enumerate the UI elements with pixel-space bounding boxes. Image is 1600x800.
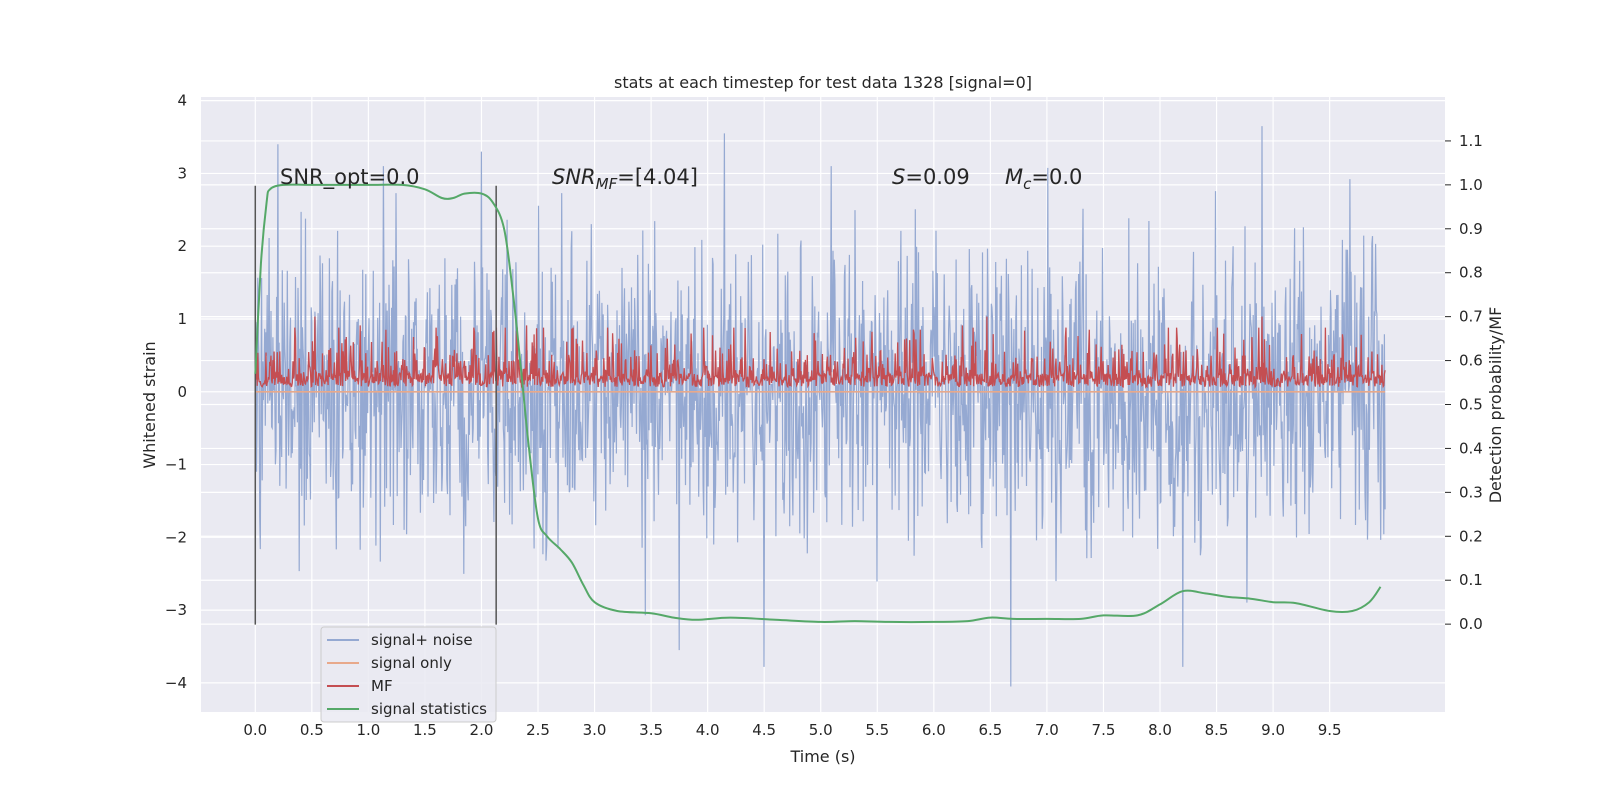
x-tick-label: 6.5 <box>978 721 1002 739</box>
x-tick-label: 8.0 <box>1148 721 1172 739</box>
x-tick-label: 4.5 <box>752 721 776 739</box>
y-tick-label: 3 <box>177 164 187 182</box>
annotation-snr-mf-sub: MF <box>596 175 618 193</box>
annotation-mc-value: =0.0 <box>1031 165 1082 189</box>
y2-tick-label: 0.1 <box>1459 571 1483 589</box>
y-tick-label: 4 <box>177 92 187 110</box>
annotation-mc-sub: c <box>1023 175 1032 193</box>
y-tick-label: −4 <box>165 674 187 692</box>
y2-tick-label: 0.3 <box>1459 483 1483 501</box>
annotation-snr-mf-main: SNR <box>552 165 596 189</box>
x-tick-label: 1.0 <box>356 721 380 739</box>
x-tick-label: 8.5 <box>1205 721 1229 739</box>
y-axis-label: Whitened strain <box>140 341 159 468</box>
x-tick-label: 3.5 <box>639 721 663 739</box>
x-tick-label: 5.5 <box>865 721 889 739</box>
y2-tick-label: 1.0 <box>1459 176 1483 194</box>
annotation-mc: Mc=0.0 <box>1005 165 1082 193</box>
y2-tick-label: 0.9 <box>1459 220 1483 238</box>
y-tick-label: 0 <box>177 383 187 401</box>
x-tick-label: 9.0 <box>1261 721 1285 739</box>
x-tick-label: 0.0 <box>243 721 267 739</box>
legend-label-signal-noise: signal+ noise <box>371 631 473 649</box>
y2-tick-label: 0.5 <box>1459 396 1483 414</box>
y2-tick-label: 0.8 <box>1459 264 1483 282</box>
legend-label-mf: MF <box>371 677 393 695</box>
y-tick-label: −1 <box>165 456 187 474</box>
x-tick-label: 2.0 <box>470 721 494 739</box>
y-tick-label: 2 <box>177 237 187 255</box>
y-tick-label: −3 <box>165 601 187 619</box>
x-tick-label: 1.5 <box>413 721 437 739</box>
annotations: SNR_opt=0.0 SNRMF=[4.04] S=0.09 Mc=0.0 <box>280 165 1082 193</box>
series-signal-statistics-line <box>254 183 1382 624</box>
x-tick-label: 6.0 <box>922 721 946 739</box>
plot-series <box>254 126 1386 687</box>
y-tick-label: 1 <box>177 310 187 328</box>
x-tick-label: 5.0 <box>809 721 833 739</box>
y2-tick-label: 0.7 <box>1459 308 1483 326</box>
y2-axis-label: Detection probability/MF <box>1486 307 1505 504</box>
series-mf-line <box>254 316 1386 390</box>
legend: signal+ noise signal only MF signal stat… <box>320 626 497 723</box>
annotation-s-main: S <box>892 165 905 189</box>
y2-tick-label: 1.1 <box>1459 132 1483 150</box>
x-tick-label: 9.5 <box>1318 721 1342 739</box>
annotation-mc-main: M <box>1005 165 1023 189</box>
x-tick-label: 0.5 <box>300 721 324 739</box>
x-tick-label: 7.0 <box>1035 721 1059 739</box>
y2-tick-label: 0.2 <box>1459 527 1483 545</box>
annotation-snr-opt: SNR_opt=0.0 <box>280 165 420 190</box>
annotation-s: S=0.09 <box>892 165 970 189</box>
x-tick-label: 7.5 <box>1092 721 1116 739</box>
y2-tick-label: 0.6 <box>1459 352 1483 370</box>
x-axis-label: Time (s) <box>789 747 855 766</box>
x-tick-label: 2.5 <box>526 721 550 739</box>
y2-tick-label: 0.4 <box>1459 439 1483 457</box>
axis-ticks: 0.0 0.5 1.0 1.5 2.0 2.5 3.0 3.5 4.0 4.5 5.0 5.5 6.0 6… <box>165 92 1483 739</box>
y2-tick-label: 0.0 <box>1459 615 1483 633</box>
annotation-s-value: =0.09 <box>905 165 969 189</box>
y-tick-label: −2 <box>165 528 187 546</box>
legend-label-signal-only: signal only <box>371 654 452 672</box>
annotation-snr-mf: SNRMF=[4.04] <box>552 165 698 193</box>
x-tick-label: 4.0 <box>696 721 720 739</box>
chart-title: stats at each timestep for test data 132… <box>614 73 1032 92</box>
legend-box <box>320 626 497 723</box>
legend-label-signal-statistics: signal statistics <box>371 700 487 718</box>
x-tick-label: 3.0 <box>583 721 607 739</box>
annotation-snr-mf-value: =[4.04] <box>617 165 698 189</box>
